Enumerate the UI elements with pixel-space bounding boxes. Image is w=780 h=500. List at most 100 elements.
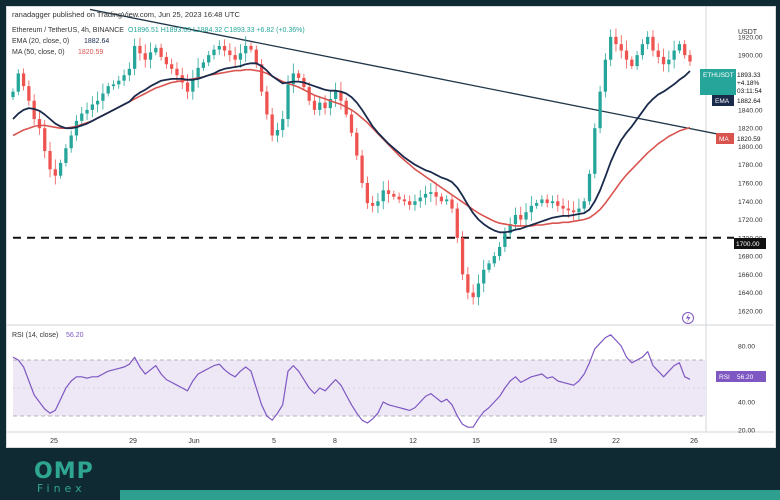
candle-body — [519, 214, 523, 220]
support-price-tag: 1700.00 — [734, 238, 766, 249]
candle-body — [513, 214, 518, 225]
rsi-legend-value: 56.20 — [66, 332, 84, 339]
candle-body — [550, 201, 555, 204]
time-tick-label: 12 — [409, 438, 417, 445]
rsi-tag-name: RSI — [719, 374, 730, 381]
candle-body — [48, 151, 52, 170]
candle-body — [111, 84, 116, 87]
candle-body — [201, 62, 206, 68]
candle-body — [117, 80, 121, 85]
support-tag-value: 1700.00 — [736, 241, 760, 248]
price-tick-label: 1620.00 — [738, 308, 763, 315]
candle-body — [333, 91, 338, 99]
ma-tag-name: MA — [719, 136, 729, 143]
candle-body — [270, 114, 274, 136]
candle-body — [217, 45, 221, 50]
candle-body — [402, 199, 407, 202]
candle-body — [534, 203, 539, 206]
candle-body — [587, 173, 592, 202]
price-tick-label: 1660.00 — [738, 272, 763, 279]
candle-body — [635, 55, 639, 67]
ma50-line — [12, 68, 691, 227]
candle-body — [371, 203, 375, 206]
omp-finex-logo: OMP Finex — [34, 461, 94, 496]
candle-body — [143, 53, 147, 60]
price-tick-label: 1840.00 — [738, 107, 763, 114]
candle-body — [349, 114, 354, 133]
candle-body — [614, 36, 618, 45]
price-tick-label: 1760.00 — [738, 180, 763, 187]
candle-body — [212, 49, 216, 56]
publisher-text: ranadagger published on TradingView.com,… — [12, 10, 241, 19]
candle-body — [429, 192, 433, 194]
price-tick-label: 1720.00 — [738, 217, 763, 224]
candle-body — [170, 64, 174, 69]
candle-body — [265, 91, 269, 115]
candle-body — [207, 55, 211, 63]
candle-body — [492, 256, 496, 264]
candle-body — [185, 82, 190, 92]
candle-body — [630, 59, 634, 67]
brand-subtitle: Finex — [37, 482, 86, 495]
ma-price-tag: MA 1820.59 — [716, 133, 761, 144]
time-tick-label: 26 — [690, 438, 698, 445]
candle-body — [577, 208, 581, 213]
time-tick-label: 29 — [129, 438, 137, 445]
candle-body — [164, 56, 169, 65]
rsi-legend-label: RSI (14, close) — [12, 332, 58, 339]
price-chart[interactable]: 1920.001900.001880.001860.001840.001820.… — [0, 0, 780, 454]
candle-body — [603, 59, 608, 92]
candle-body — [175, 68, 179, 76]
candle-body — [556, 201, 560, 206]
candle-body — [360, 155, 364, 183]
price-tick-label: 1740.00 — [738, 199, 763, 206]
candle-body — [291, 73, 295, 85]
lightning-alert-icon[interactable] — [682, 312, 694, 324]
candle-body — [445, 199, 449, 202]
candle-body — [487, 263, 491, 270]
rsi-line — [12, 334, 691, 428]
candle-body — [307, 87, 311, 101]
candle-body — [455, 208, 459, 238]
ema-price-tag: EMA 1882.64 — [712, 95, 761, 106]
symbol-title: Ethereum / TetherUS, 4h, BINANCE — [12, 27, 124, 34]
candle-body — [386, 190, 391, 194]
time-tick-label: 15 — [472, 438, 480, 445]
candle-body — [677, 44, 682, 51]
candle-body — [439, 196, 444, 202]
time-tick-label: 5 — [272, 438, 276, 445]
time-tick-label: 22 — [612, 438, 620, 445]
time-tick-label: 19 — [549, 438, 557, 445]
candle-body — [222, 45, 227, 51]
candle-body — [667, 59, 671, 65]
candle-body — [318, 102, 322, 110]
ohlc-values: O1896.51 H1893.63 L1884.32 C1893.33 +6.8… — [128, 27, 305, 34]
candle-body — [37, 119, 42, 129]
candle-body — [228, 50, 232, 56]
candle-body — [122, 75, 126, 81]
ethusdt-tag-change: +4.18% — [737, 80, 759, 87]
rsi-tick-label: 80.00 — [738, 344, 755, 351]
ma-legend-label: MA (50, close, 0) — [12, 49, 65, 56]
candle-body — [466, 274, 470, 293]
ema-legend-label: EMA (20, close, 0) — [12, 38, 69, 45]
candle-body — [191, 78, 195, 92]
ema-tag-value: 1882.64 — [737, 98, 761, 105]
candle-body — [524, 212, 528, 220]
ma-legend-value: 1820.59 — [78, 49, 103, 56]
rsi-tick-label: 20.00 — [738, 428, 755, 435]
ema-legend-value: 1882.64 — [84, 38, 109, 45]
time-tick-label: 25 — [50, 438, 58, 445]
candle-body — [646, 36, 650, 45]
price-tick-label: 1640.00 — [738, 290, 763, 297]
candle-body — [90, 104, 94, 110]
rsi-value-tag: RSI 56.20 — [716, 371, 766, 382]
candle-body — [16, 73, 20, 92]
rsi-tag-value: 56.20 — [737, 374, 754, 381]
candle-body — [101, 93, 105, 101]
candle-body — [275, 130, 280, 136]
candle-body — [540, 199, 544, 204]
candle-body — [460, 237, 465, 275]
candle-body — [497, 246, 502, 257]
candle-body — [238, 53, 243, 60]
